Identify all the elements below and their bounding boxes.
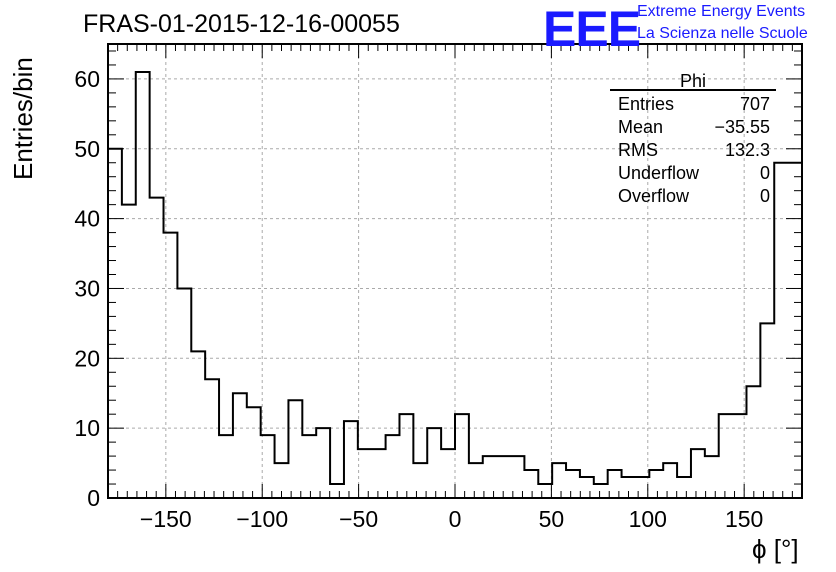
eee-logo: EEE — [543, 1, 641, 57]
axis-ticks — [108, 44, 802, 499]
histogram-bin — [330, 484, 344, 498]
stats-row-entries: Entries 707 — [618, 94, 770, 115]
histogram-bin — [261, 435, 275, 498]
y-axis-label: Entries/bin — [8, 57, 38, 180]
histogram-bin — [108, 149, 122, 498]
stats-row-overflow: Overflow 0 — [618, 186, 770, 207]
histogram-bin — [205, 379, 219, 498]
stats-label: RMS — [618, 140, 658, 160]
stats-label: Overflow — [618, 186, 690, 206]
histogram-bin — [427, 428, 441, 498]
histogram-bin — [705, 456, 719, 498]
stats-box-title: Phi — [680, 71, 707, 91]
histogram-bin — [552, 463, 566, 498]
x-tick-label: −150 — [140, 506, 192, 532]
histogram-bin — [122, 205, 136, 498]
histogram-bin — [594, 484, 608, 498]
x-tick-label: 0 — [449, 506, 462, 532]
histogram-bin — [663, 463, 677, 498]
x-axis-label: ϕ [°] — [752, 534, 799, 564]
histogram-bin — [150, 198, 164, 498]
histogram-series — [107, 70, 803, 498]
y-tick-label: 0 — [87, 485, 100, 511]
histogram-bin — [580, 477, 594, 498]
y-tick-label: 40 — [74, 206, 100, 232]
stats-label: Underflow — [618, 163, 700, 183]
x-tick-label: 100 — [629, 506, 667, 532]
histogram-bin — [469, 463, 483, 498]
stats-label: Entries — [618, 94, 675, 114]
stats-label: Mean — [618, 117, 664, 137]
histogram-bin — [566, 470, 580, 498]
histogram-bin — [649, 470, 663, 498]
stats-value: −35.55 — [714, 117, 770, 137]
histogram-bin — [372, 449, 386, 498]
histogram-bin — [691, 449, 705, 498]
y-tick-label: 30 — [74, 275, 100, 301]
histogram-bin — [455, 414, 469, 498]
histogram-bin — [233, 393, 247, 498]
histogram-bin — [316, 428, 330, 498]
stats-value: 132.3 — [724, 140, 770, 160]
histogram-bin — [441, 449, 455, 498]
y-tick-label: 50 — [74, 136, 100, 162]
histogram-bin — [483, 456, 497, 498]
tick-labels: −150 −100 −50 0 50 100 150 0 10 20 30 40 50 60 — [74, 66, 763, 532]
x-tick-label: 50 — [539, 506, 565, 532]
histogram-bin — [288, 400, 302, 498]
histogram-bin — [677, 477, 691, 498]
stats-row-mean: Mean −35.55 — [618, 117, 770, 138]
histogram-bin — [608, 470, 622, 498]
x-tick-label: −100 — [236, 506, 288, 532]
y-tick-label: 10 — [74, 415, 100, 441]
histogram-bin — [774, 163, 788, 498]
histogram-bin — [191, 351, 205, 498]
histogram-bin — [719, 414, 733, 498]
x-tick-label: −50 — [339, 506, 378, 532]
stats-row-underflow: Underflow 0 — [618, 163, 770, 184]
histogram-bin — [302, 435, 316, 498]
histogram-bin — [746, 386, 760, 498]
histogram-bin — [399, 414, 413, 498]
y-tick-label: 20 — [74, 345, 100, 371]
y-tick-label: 60 — [74, 66, 100, 92]
histogram-bin — [177, 288, 191, 498]
logo-line-2: La Scienza nelle Scuole — [637, 25, 808, 42]
logo-line-1: Extreme Energy Events — [637, 3, 806, 20]
stats-value: 707 — [739, 94, 770, 114]
histogram-bin — [524, 470, 538, 498]
histogram-bin — [344, 421, 358, 498]
histogram-bin — [635, 477, 649, 498]
x-tick-label: 150 — [725, 506, 763, 532]
histogram-bin — [760, 323, 774, 498]
stats-row-rms: RMS 132.3 — [618, 140, 770, 161]
histogram-outline — [107, 70, 803, 498]
histogram-bin — [358, 449, 372, 498]
histogram-bin — [219, 435, 233, 498]
histogram-bin — [538, 484, 552, 498]
histogram-bin — [413, 463, 427, 498]
histogram-bin — [247, 407, 261, 498]
stats-value: 0 — [759, 163, 770, 183]
histogram-bin — [386, 435, 400, 498]
stats-value: 0 — [759, 186, 770, 206]
plot-title: FRAS-01-2015-12-16-00055 — [83, 10, 400, 38]
histogram-bin — [136, 72, 150, 498]
